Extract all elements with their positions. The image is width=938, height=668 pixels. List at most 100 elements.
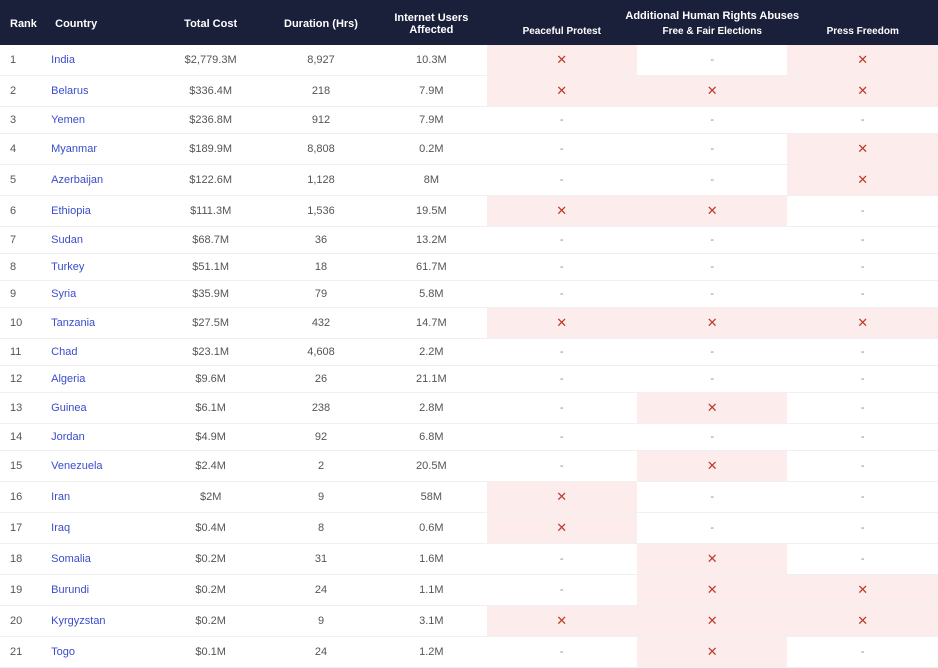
country-link[interactable]: Sudan — [51, 234, 83, 246]
col-abuse-press[interactable]: Press Freedom — [787, 24, 938, 45]
cell-users: 21.1M — [376, 366, 486, 393]
cross-icon: ✕ — [707, 458, 718, 473]
country-link[interactable]: Venezuela — [51, 460, 102, 472]
cell-users: 14.7M — [376, 308, 486, 339]
table-row: 15Venezuela$2.4M220.5M-✕- — [0, 451, 938, 482]
cell-rank: 6 — [0, 196, 45, 227]
cell-cost: $0.2M — [155, 544, 265, 575]
cross-icon: ✕ — [556, 203, 567, 218]
cell-cost: $0.4M — [155, 513, 265, 544]
cell-abuse-protest: - — [487, 107, 637, 134]
cell-users: 19.5M — [376, 196, 486, 227]
col-abuse-elections[interactable]: Free & Fair Elections — [637, 24, 787, 45]
cell-cost: $6.1M — [155, 393, 265, 424]
country-link[interactable]: Turkey — [51, 261, 84, 273]
col-country[interactable]: Country — [45, 0, 155, 45]
dash-icon: - — [861, 373, 865, 385]
cross-icon: ✕ — [857, 83, 868, 98]
country-link[interactable]: Jordan — [51, 431, 85, 443]
cell-cost: $2,779.3M — [155, 45, 265, 76]
cell-abuse-protest: - — [487, 544, 637, 575]
table-row: 6Ethiopia$111.3M1,53619.5M✕✕- — [0, 196, 938, 227]
cross-icon: ✕ — [707, 582, 718, 597]
table-row: 10Tanzania$27.5M43214.7M✕✕✕ — [0, 308, 938, 339]
table-row: 1India$2,779.3M8,92710.3M✕-✕ — [0, 45, 938, 76]
country-link[interactable]: Iraq — [51, 522, 70, 534]
cell-abuse-elections: - — [637, 482, 787, 513]
country-link[interactable]: Yemen — [51, 114, 85, 126]
cell-abuse-press: - — [787, 482, 938, 513]
col-duration[interactable]: Duration (Hrs) — [266, 0, 376, 45]
country-link[interactable]: Tanzania — [51, 317, 95, 329]
table-row: 19Burundi$0.2M241.1M-✕✕ — [0, 575, 938, 606]
col-abuse-protest[interactable]: Peaceful Protest — [487, 24, 637, 45]
cell-abuse-press: ✕ — [787, 575, 938, 606]
country-link[interactable]: Burundi — [51, 584, 89, 596]
table-row: 3Yemen$236.8M9127.9M--- — [0, 107, 938, 134]
col-rank[interactable]: Rank — [0, 0, 45, 45]
country-link[interactable]: Togo — [51, 646, 75, 658]
cell-duration: 2 — [266, 451, 376, 482]
table-row: 4Myanmar$189.9M8,8080.2M--✕ — [0, 134, 938, 165]
cell-abuse-elections: ✕ — [637, 393, 787, 424]
cell-rank: 4 — [0, 134, 45, 165]
cell-abuse-press: - — [787, 637, 938, 668]
country-link[interactable]: Belarus — [51, 85, 88, 97]
cell-abuse-elections: ✕ — [637, 451, 787, 482]
country-link[interactable]: Azerbaijan — [51, 174, 103, 186]
cell-duration: 24 — [266, 637, 376, 668]
col-users[interactable]: Internet Users Affected — [376, 0, 486, 45]
country-link[interactable]: Guinea — [51, 402, 86, 414]
cell-cost: $35.9M — [155, 281, 265, 308]
dash-icon: - — [710, 522, 714, 534]
dash-icon: - — [861, 522, 865, 534]
dash-icon: - — [560, 261, 564, 273]
dash-icon: - — [560, 346, 564, 358]
cell-abuse-elections: - — [637, 281, 787, 308]
cell-abuse-press: - — [787, 366, 938, 393]
cell-abuse-protest: - — [487, 575, 637, 606]
cell-rank: 21 — [0, 637, 45, 668]
country-link[interactable]: Somalia — [51, 553, 91, 565]
cell-country: Kyrgyzstan — [45, 606, 155, 637]
country-link[interactable]: India — [51, 54, 75, 66]
dash-icon: - — [710, 143, 714, 155]
cell-cost: $51.1M — [155, 254, 265, 281]
dash-icon: - — [560, 553, 564, 565]
country-link[interactable]: Chad — [51, 346, 77, 358]
table-row: 17Iraq$0.4M80.6M✕-- — [0, 513, 938, 544]
country-link[interactable]: Iran — [51, 491, 70, 503]
col-cost[interactable]: Total Cost — [155, 0, 265, 45]
cell-abuse-press: ✕ — [787, 45, 938, 76]
cross-icon: ✕ — [707, 315, 718, 330]
country-link[interactable]: Myanmar — [51, 143, 97, 155]
country-link[interactable]: Syria — [51, 288, 76, 300]
cell-cost: $23.1M — [155, 339, 265, 366]
dash-icon: - — [861, 402, 865, 414]
cell-rank: 3 — [0, 107, 45, 134]
cell-abuse-press: - — [787, 544, 938, 575]
country-link[interactable]: Kyrgyzstan — [51, 615, 105, 627]
cell-abuse-protest: - — [487, 254, 637, 281]
dash-icon: - — [710, 491, 714, 503]
cell-duration: 4,608 — [266, 339, 376, 366]
dash-icon: - — [560, 174, 564, 186]
cell-abuse-protest: ✕ — [487, 308, 637, 339]
cross-icon: ✕ — [707, 613, 718, 628]
country-link[interactable]: Algeria — [51, 373, 85, 385]
cell-abuse-elections: ✕ — [637, 196, 787, 227]
cell-abuse-press: - — [787, 451, 938, 482]
cell-duration: 8,927 — [266, 45, 376, 76]
cell-users: 6.8M — [376, 424, 486, 451]
country-link[interactable]: Ethiopia — [51, 205, 91, 217]
table-row: 18Somalia$0.2M311.6M-✕- — [0, 544, 938, 575]
cell-duration: 1,128 — [266, 165, 376, 196]
table-row: 13Guinea$6.1M2382.8M-✕- — [0, 393, 938, 424]
cell-abuse-protest: - — [487, 165, 637, 196]
dash-icon: - — [861, 491, 865, 503]
cross-icon: ✕ — [556, 489, 567, 504]
cell-abuse-protest: - — [487, 227, 637, 254]
cell-users: 20.5M — [376, 451, 486, 482]
table-row: 7Sudan$68.7M3613.2M--- — [0, 227, 938, 254]
table-row: 14Jordan$4.9M926.8M--- — [0, 424, 938, 451]
